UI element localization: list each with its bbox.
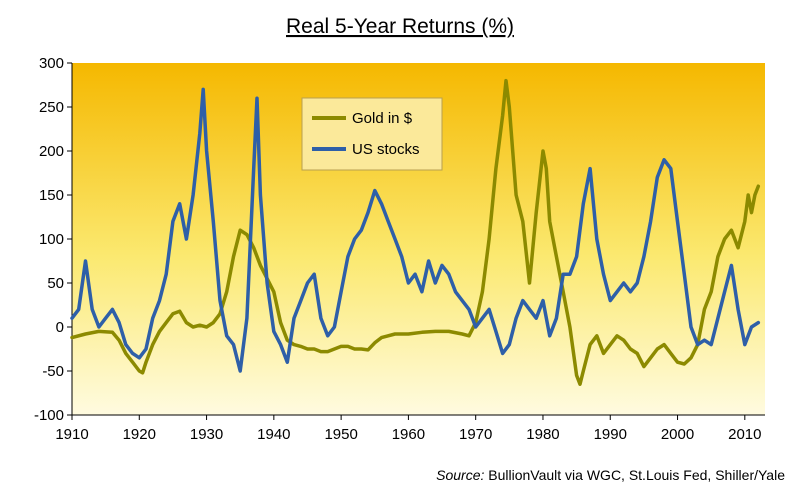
source-text: BullionVault via WGC, St.Louis Fed, Shil… (484, 467, 785, 483)
x-tick-label: 1940 (257, 426, 290, 443)
y-tick-label: 100 (39, 231, 64, 248)
series-layer (70, 78, 761, 386)
legend-label: Gold in $ (352, 110, 413, 127)
source-label: Source: (436, 467, 484, 483)
x-tick-label: 1980 (526, 426, 559, 443)
chart-title: Real 5-Year Returns (%) (286, 15, 514, 38)
source-note: Source: BullionVault via WGC, St.Louis F… (436, 467, 785, 483)
x-tick-label: 2000 (661, 426, 694, 443)
x-tick-label: 1930 (190, 426, 223, 443)
y-tick-label: -100 (34, 407, 64, 424)
y-tick-label: 300 (39, 55, 64, 72)
y-tick-label: 250 (39, 99, 64, 116)
y-tick-label: -50 (42, 363, 64, 380)
x-tick-label: 2010 (728, 426, 761, 443)
y-tick-label: 0 (56, 319, 64, 336)
x-tick-label: 1990 (594, 426, 627, 443)
legend: Gold in $ US stocks (301, 97, 443, 171)
x-tick-label: 1920 (123, 426, 156, 443)
x-tick-label: 1910 (55, 426, 88, 443)
axes: -100 -50 0 50 100 150 200 250 300 1910 1920 1930 194… (34, 55, 765, 443)
legend-box (301, 97, 443, 171)
x-tick-label: 1950 (324, 426, 357, 443)
x-tick-label: 1970 (459, 426, 492, 443)
legend-label: US stocks (352, 141, 420, 158)
y-tick-label: 50 (47, 275, 64, 292)
stocks-series-line (70, 87, 761, 373)
y-tick-label: 150 (39, 187, 64, 204)
gold-series-line (70, 78, 761, 386)
y-tick-label: 200 (39, 143, 64, 160)
x-tick-label: 1960 (392, 426, 425, 443)
